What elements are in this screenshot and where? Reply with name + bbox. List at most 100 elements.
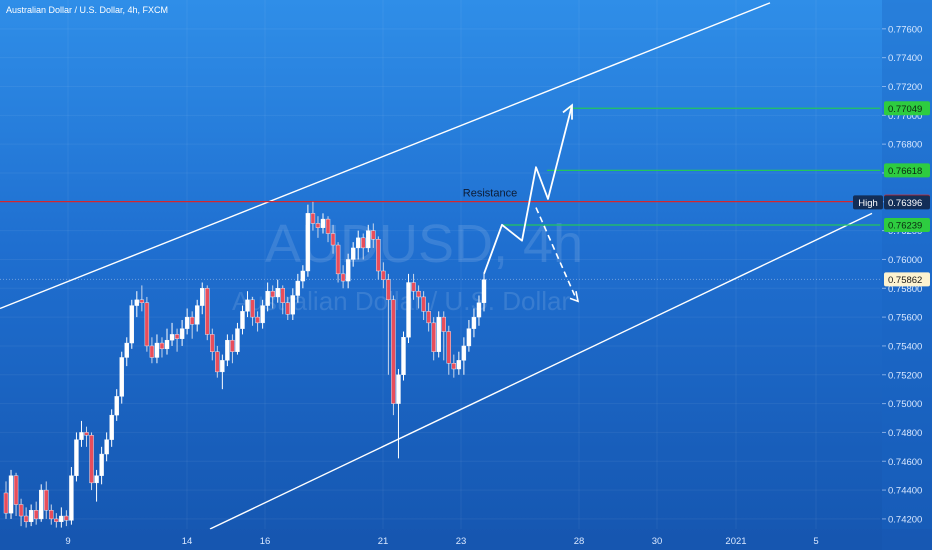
candle (406, 273, 411, 344)
candle-body (119, 357, 124, 397)
candle (139, 285, 145, 312)
candle (441, 311, 446, 361)
candle-body (446, 331, 451, 364)
y-tick-label: 0.74800 (888, 428, 922, 439)
y-tick-label: 0.76800 (888, 140, 922, 151)
candle (89, 432, 94, 491)
candle-body (305, 213, 311, 272)
candle (315, 216, 321, 238)
candle-body (265, 290, 270, 306)
target-price-tag-label: 0.76618 (888, 166, 922, 177)
candle (240, 305, 245, 335)
candle (436, 311, 441, 358)
lower-channel-line (209, 212, 873, 530)
candle-body (184, 316, 190, 329)
candle (350, 242, 356, 267)
y-tick-label: 0.76000 (888, 255, 922, 266)
candle-body (174, 334, 180, 339)
high-label-bg (853, 195, 883, 210)
level-lines[interactable]: Resistance (0, 107, 880, 280)
candle-body (129, 305, 134, 344)
candle-body (104, 439, 109, 455)
candle (13, 472, 19, 517)
candle (295, 273, 301, 303)
candle (44, 481, 49, 519)
candle-body (330, 233, 336, 246)
candle (421, 291, 426, 320)
candle (260, 299, 265, 329)
projection-arrows[interactable] (483, 103, 580, 303)
time-axis[interactable]: 9 14 16 21 23 28 30 2021 5 (0, 529, 932, 550)
candle (215, 345, 220, 378)
candle (144, 296, 150, 352)
time-axis-bg (0, 529, 932, 550)
candle-body (461, 345, 467, 361)
candle (310, 201, 316, 231)
candle (361, 233, 366, 260)
candle-body (18, 504, 24, 517)
candle-body (220, 360, 225, 373)
candle-body (396, 374, 401, 404)
candle (335, 242, 341, 283)
candle-body (471, 316, 477, 329)
candle-body (285, 302, 290, 315)
y-tick-label: 0.74400 (888, 486, 922, 497)
candle (129, 299, 134, 349)
candle-body (481, 279, 487, 303)
candle-body (179, 328, 185, 339)
candle (23, 507, 29, 528)
candle (33, 501, 39, 525)
candle (396, 369, 401, 459)
candle (340, 265, 346, 289)
candle-body (456, 360, 462, 370)
candle (381, 262, 386, 289)
candle (194, 299, 200, 332)
candle (466, 319, 472, 352)
y-tick-label: 0.77400 (888, 53, 922, 64)
y-tick-label: 0.75000 (888, 399, 922, 410)
candle (471, 308, 477, 338)
candle-body (169, 334, 175, 341)
candle (74, 432, 79, 482)
candle (84, 426, 89, 447)
candle (99, 446, 104, 485)
y-tick-label: 0.75200 (888, 370, 922, 381)
y-tick-label: 0.77600 (888, 24, 922, 35)
candle-body (350, 247, 356, 260)
x-tick-label: 21 (378, 536, 389, 547)
last-price-tag-bg (884, 272, 930, 287)
candle-body (340, 273, 346, 282)
candle-body (235, 328, 240, 352)
arrow-head-up (562, 103, 573, 120)
candle-body (476, 302, 482, 318)
candle (8, 469, 14, 519)
candle-body (441, 316, 446, 332)
candle-body (28, 510, 34, 522)
x-tick-label: 28 (574, 536, 585, 547)
candle-body (250, 299, 255, 318)
high-price-tag-label: 0.76396 (888, 198, 922, 209)
channel-lines[interactable] (0, 2, 873, 530)
candle (210, 328, 215, 361)
candle-body (49, 510, 54, 520)
candle (184, 308, 190, 335)
candle-body (300, 270, 306, 282)
candle (300, 265, 306, 289)
x-tick-label: 2021 (725, 536, 746, 547)
y-tick-label: 0.74200 (888, 514, 922, 525)
x-tick-label: 5 (813, 536, 818, 547)
candle-body (210, 334, 215, 352)
candle (79, 420, 84, 447)
target-price-tag-label: 0.77049 (888, 104, 922, 115)
candle-body (345, 259, 351, 282)
candle (451, 354, 457, 378)
candle (114, 389, 119, 421)
candle (18, 498, 24, 527)
candle-body (290, 295, 295, 315)
candle-body (44, 489, 49, 511)
candle (49, 504, 54, 525)
candle (245, 291, 250, 318)
candle (270, 285, 275, 309)
